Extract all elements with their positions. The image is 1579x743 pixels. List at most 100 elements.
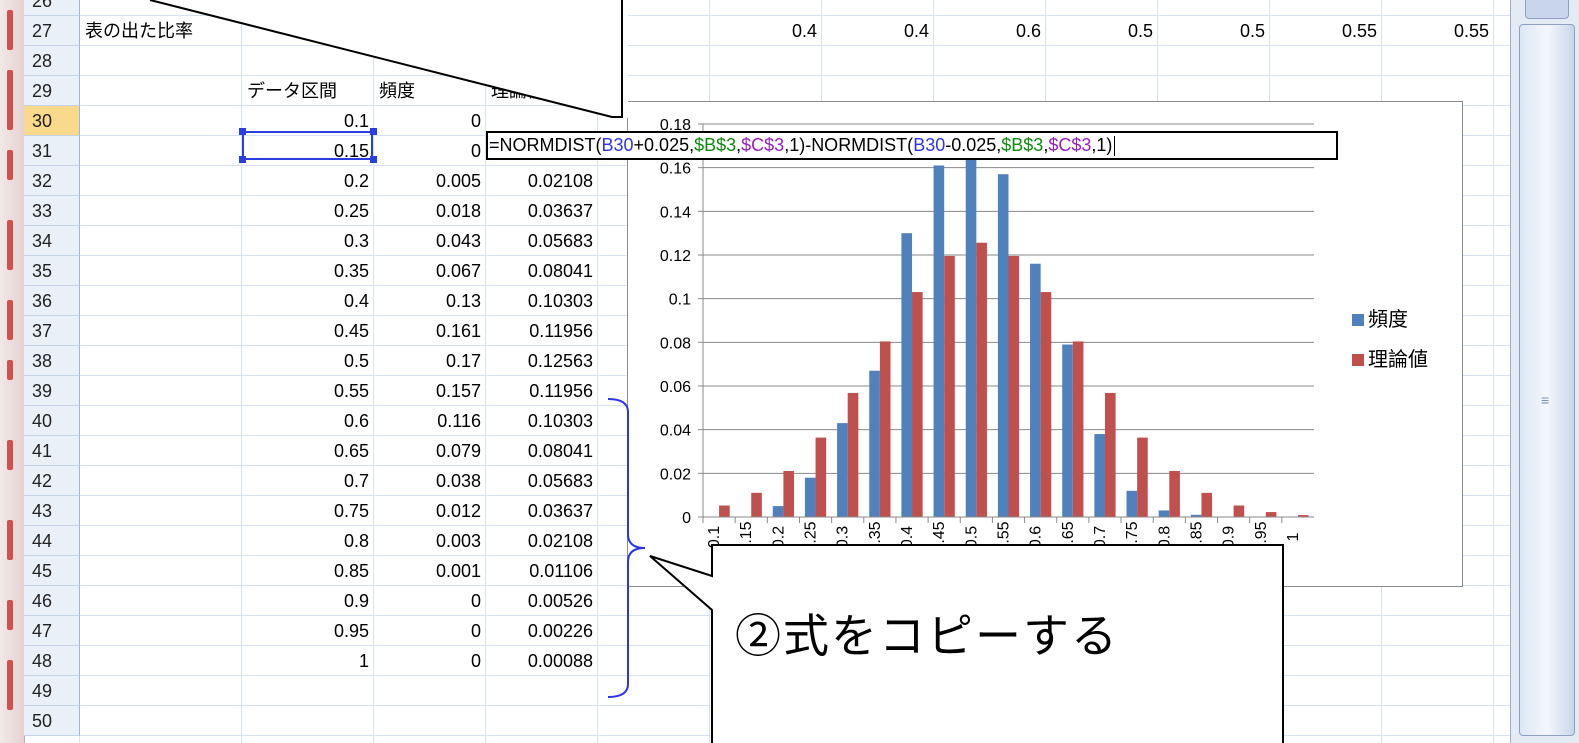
cell-interval[interactable]: 1 [358,651,369,671]
cell-frequency[interactable]: 0.001 [435,561,481,581]
cell-interval[interactable]: 0.85 [333,561,369,581]
cell-row27-value[interactable]: 0.5 [1239,21,1265,41]
cell-row27-value[interactable]: 0.55 [1453,21,1489,41]
cell-theory[interactable]: 0.03637 [527,201,593,221]
row-header[interactable]: 35 [24,256,80,286]
cell-frequency[interactable]: 0.038 [435,471,481,491]
column-header-theory[interactable]: 理論値 [491,81,545,101]
cell-frequency[interactable]: 0 [470,141,481,161]
cell-interval[interactable]: 0.25 [333,201,369,221]
cell-theory[interactable]: 0.00226 [527,621,593,641]
cell-interval[interactable]: 0.9 [343,591,369,611]
cell-theory[interactable]: 0.11956 [529,321,593,341]
row-header[interactable]: 48 [24,646,80,676]
cell-row27-value[interactable]: 0.4 [903,21,929,41]
cell-row27-value[interactable]: 0.5 [1127,21,1153,41]
cell-frequency[interactable]: 0.116 [437,411,481,431]
cell-frequency[interactable]: 0.17 [445,351,481,371]
cell-row27-value[interactable]: 0.4 [791,21,817,41]
cell-frequency[interactable]: 0 [470,621,481,641]
cell-frequency[interactable]: 0.012 [435,501,481,521]
cell-theory[interactable]: 0.01106 [529,561,593,581]
cell-interval[interactable]: 0.55 [333,381,369,401]
cell-theory[interactable]: 0.05683 [527,231,593,251]
row-header[interactable]: 28 [24,46,80,76]
column-header-freq[interactable]: 頻度 [379,81,415,101]
cell-theory[interactable]: 0.08041 [527,261,593,281]
cell-interval[interactable]: 0.5 [343,351,369,371]
cell-a27-label[interactable]: 表の出た比率 [85,21,193,41]
histogram-chart[interactable]: 0 0.02 0.04 0.06 0.08 0.1 0.12 0.14 0.16 0.18 0.1 0… [627,101,1463,587]
selection-handle[interactable] [370,156,377,163]
row-header[interactable]: 46 [24,586,80,616]
row-header[interactable]: 38 [24,346,80,376]
cell-frequency[interactable]: 0.079 [435,441,481,461]
cell-frequency[interactable]: 0.003 [435,531,481,551]
cell-theory[interactable]: 0.02108 [527,171,593,191]
column-header-interval[interactable]: データ区間 [247,81,337,101]
cell-frequency[interactable]: 0.13 [445,291,481,311]
row-header[interactable]: 44 [24,526,80,556]
selection-handle[interactable] [239,156,246,163]
row-header[interactable]: 40 [24,406,80,436]
cell-frequency[interactable]: 0.157 [435,381,481,401]
row-header[interactable]: 30 [24,106,80,136]
cell-interval[interactable]: 0.7 [343,471,369,491]
cell-frequency[interactable]: 0.018 [435,201,481,221]
formula-edit-cell-d30[interactable] [486,131,1338,160]
row-header[interactable]: 41 [24,436,80,466]
cell-frequency[interactable]: 0 [470,651,481,671]
cell-theory[interactable]: 0.03637 [527,501,593,521]
row-header[interactable]: 33 [24,196,80,226]
scroll-thumb[interactable] [1519,24,1575,736]
cell-theory[interactable]: 0.05683 [527,471,593,491]
row-header[interactable]: 39 [24,376,80,406]
cell-interval[interactable]: 0.75 [333,501,369,521]
row-header[interactable]: 31 [24,136,80,166]
cell-theory[interactable]: 0.10303 [527,291,593,311]
selection-handle[interactable] [370,128,377,135]
cell-interval[interactable]: 0.8 [343,531,369,551]
cell-interval[interactable]: 0.95 [333,621,369,641]
row-header[interactable]: 36 [24,286,80,316]
cell-interval[interactable]: 0.6 [343,411,369,431]
cell-interval[interactable]: 0.65 [333,441,369,461]
row-header[interactable]: 27 [24,16,80,46]
cell-frequency[interactable]: 0 [470,591,481,611]
cell-row27-value[interactable]: 0.6 [1015,21,1041,41]
cell-interval[interactable]: 0.15 [333,141,369,161]
cell-interval[interactable]: 0.35 [333,261,369,281]
cell-theory[interactable]: 0.00088 [527,651,593,671]
cell-frequency[interactable]: 0.005 [435,171,481,191]
cell-theory[interactable]: 0.00526 [527,591,593,611]
cell-row27-value[interactable]: 0.55 [1341,21,1377,41]
row-header[interactable]: 50 [24,706,80,736]
row-header[interactable]: 42 [24,466,80,496]
vertical-scrollbar[interactable]: ≡ [1510,0,1579,743]
cell-theory[interactable]: 0.02108 [527,531,593,551]
cell-frequency[interactable]: 0 [470,111,481,131]
formula-text[interactable]: =NORMDIST(B30+0.025,$B$3,$C$3,1)-NORMDIS… [489,131,1116,160]
cell-frequency[interactable]: 0.067 [435,261,481,281]
row-header[interactable]: 29 [24,76,80,106]
cell-row27-value[interactable]: 0.45 [333,21,369,41]
cell-theory[interactable]: 0.11956 [529,381,593,401]
row-header[interactable]: 49 [24,676,80,706]
cell-frequency[interactable]: 0.161 [435,321,481,341]
cell-interval[interactable]: 0.3 [343,231,369,251]
row-header[interactable]: 47 [24,616,80,646]
cell-theory[interactable]: 0.12563 [527,351,593,371]
selection-handle[interactable] [239,128,246,135]
row-header[interactable]: 43 [24,496,80,526]
cell-interval[interactable]: 0.4 [343,291,369,311]
cell-interval[interactable]: 0.2 [343,171,369,191]
row-header[interactable]: 32 [24,166,80,196]
cell-frequency[interactable]: 0.043 [435,231,481,251]
row-header[interactable]: 26 [24,0,80,16]
cell-theory[interactable]: 0.10303 [527,411,593,431]
cell-theory[interactable]: 0.08041 [527,441,593,461]
row-header[interactable]: 45 [24,556,80,586]
selected-cell-b30[interactable] [242,131,373,160]
row-header[interactable]: 37 [24,316,80,346]
